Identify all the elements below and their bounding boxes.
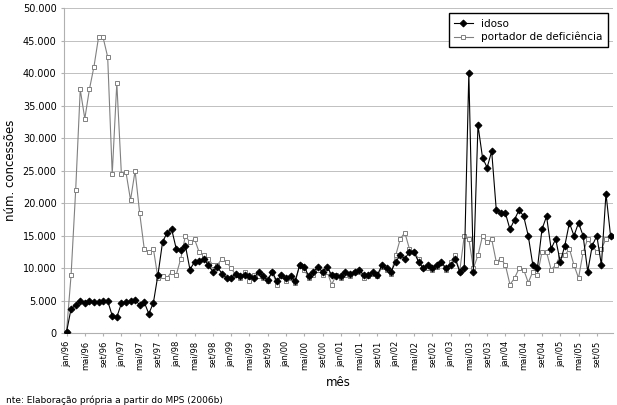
portador de deficiência (593, 249, 600, 254)
idoso (607, 233, 615, 238)
portador de deficiência (181, 233, 189, 238)
Legend: idoso, portador de deficiência: idoso, portador de deficiência (449, 13, 608, 47)
Line: idoso: idoso (64, 71, 613, 335)
idoso (209, 269, 217, 274)
idoso (593, 233, 600, 238)
portador de deficiência (95, 35, 102, 40)
portador de deficiência (369, 271, 376, 276)
idoso (63, 330, 70, 335)
Y-axis label: núm. concessões: núm. concessões (4, 120, 17, 222)
portador de deficiência (213, 262, 221, 267)
Line: portador de deficiência: portador de deficiência (64, 35, 613, 335)
X-axis label: mês: mês (326, 376, 351, 389)
idoso (497, 211, 505, 215)
idoso (437, 259, 445, 264)
portador de deficiência (442, 267, 450, 272)
Text: nte: Elaboração própria a partir do MPS (2006b): nte: Elaboração própria a partir do MPS … (6, 395, 223, 405)
idoso (465, 71, 473, 76)
portador de deficiência (497, 256, 505, 261)
idoso (365, 273, 372, 277)
portador de deficiência (607, 233, 615, 238)
portador de deficiência (63, 330, 70, 335)
idoso (177, 248, 184, 253)
